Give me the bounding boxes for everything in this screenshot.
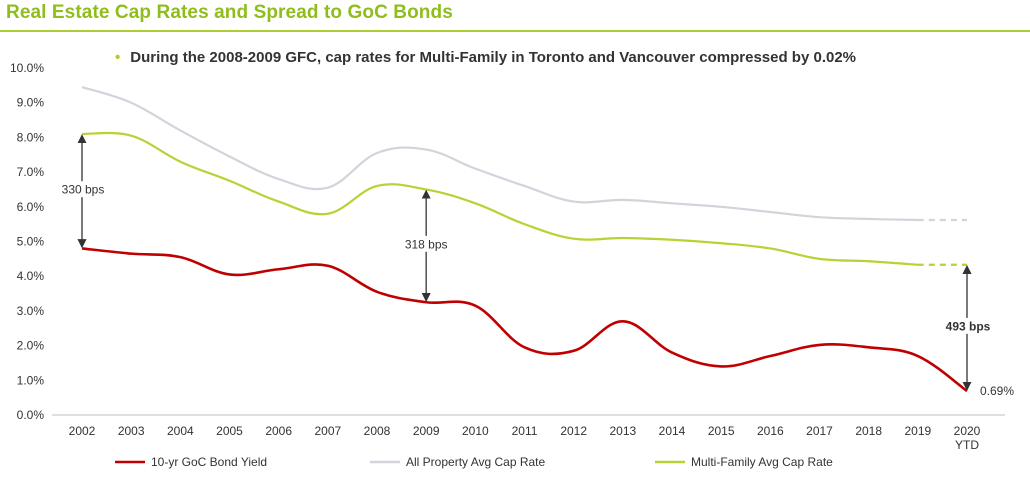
x-tick-label: 2008	[364, 424, 391, 438]
y-tick-label: 1.0%	[17, 373, 45, 387]
y-tick-label: 10.0%	[10, 61, 44, 75]
spread-label-bg	[55, 181, 111, 198]
x-tick-label: 2017	[806, 424, 833, 438]
x-tick-label: 2013	[609, 424, 636, 438]
series-line-10-yr-goc-bond-yield	[81, 247, 968, 393]
x-tick-label: 2012	[560, 424, 587, 438]
y-tick-label: 8.0%	[17, 130, 45, 144]
annotations: 330 bps 318 bps 493 bps 0.69%	[55, 134, 1014, 398]
x-tick-label: 2009	[413, 424, 440, 438]
x-tick-label: 2018	[855, 424, 882, 438]
y-tick-label: 0.0%	[17, 408, 45, 422]
y-tick-label: 4.0%	[17, 269, 45, 283]
series-line-multi-family-avg-cap-rate	[81, 131, 918, 266]
chart-title: Real Estate Cap Rates and Spread to GoC …	[6, 2, 453, 23]
y-tick-label: 9.0%	[17, 96, 45, 110]
y-tick-label: 6.0%	[17, 200, 45, 214]
y-tick-label: 5.0%	[17, 235, 45, 249]
bullet-text: During the 2008-2009 GFC, cap rates for …	[130, 49, 857, 66]
series-line-all-property-avg-cap-rate	[81, 86, 918, 222]
x-tick-label: 2004	[167, 424, 194, 438]
x-tick-label: 2015	[708, 424, 735, 438]
legend-label: 10-yr GoC Bond Yield	[151, 455, 267, 469]
x-tick-label: 2006	[265, 424, 292, 438]
end-value-label: 0.69%	[980, 384, 1014, 398]
x-tick-label: 2016	[757, 424, 784, 438]
spread-label-bg	[398, 235, 454, 252]
y-tick-label: 7.0%	[17, 165, 45, 179]
x-tick-label: 2003	[118, 424, 145, 438]
y-tick-label: 3.0%	[17, 304, 45, 318]
x-tick-label: 2002	[69, 424, 96, 438]
x-tick-label: 2007	[314, 424, 341, 438]
x-tick-label: 2019	[904, 424, 931, 438]
x-tick-label: 2005	[216, 424, 243, 438]
spread-label: 493 bps	[946, 319, 991, 333]
axes: 0.0% 1.0% 2.0% 3.0% 4.0% 5.0% 6.0% 7.0% 8.0% 9.0%…	[10, 61, 1005, 452]
spread-label: 318 bps	[405, 237, 448, 251]
x-tick-label: 2010	[462, 424, 489, 438]
bullet-note: • During the 2008-2009 GFC, cap rates for…	[115, 49, 856, 66]
x-tick-label: 2011	[512, 424, 538, 438]
spread-label-bg	[940, 317, 996, 334]
x-tick-label: 2014	[659, 424, 686, 438]
legend-label: All Property Avg Cap Rate	[406, 455, 546, 469]
spread-label: 330 bps	[62, 183, 105, 197]
title-underline	[0, 30, 1030, 32]
x-tick-label: 2020 YTD	[954, 424, 981, 452]
series-lines	[81, 86, 968, 393]
y-tick-label: 2.0%	[17, 339, 45, 353]
legend: 10-yr GoC Bond Yield All Property Avg Cap…	[115, 455, 833, 469]
legend-label: Multi-Family Avg Cap Rate	[691, 455, 833, 469]
bullet-dot: •	[115, 49, 121, 66]
